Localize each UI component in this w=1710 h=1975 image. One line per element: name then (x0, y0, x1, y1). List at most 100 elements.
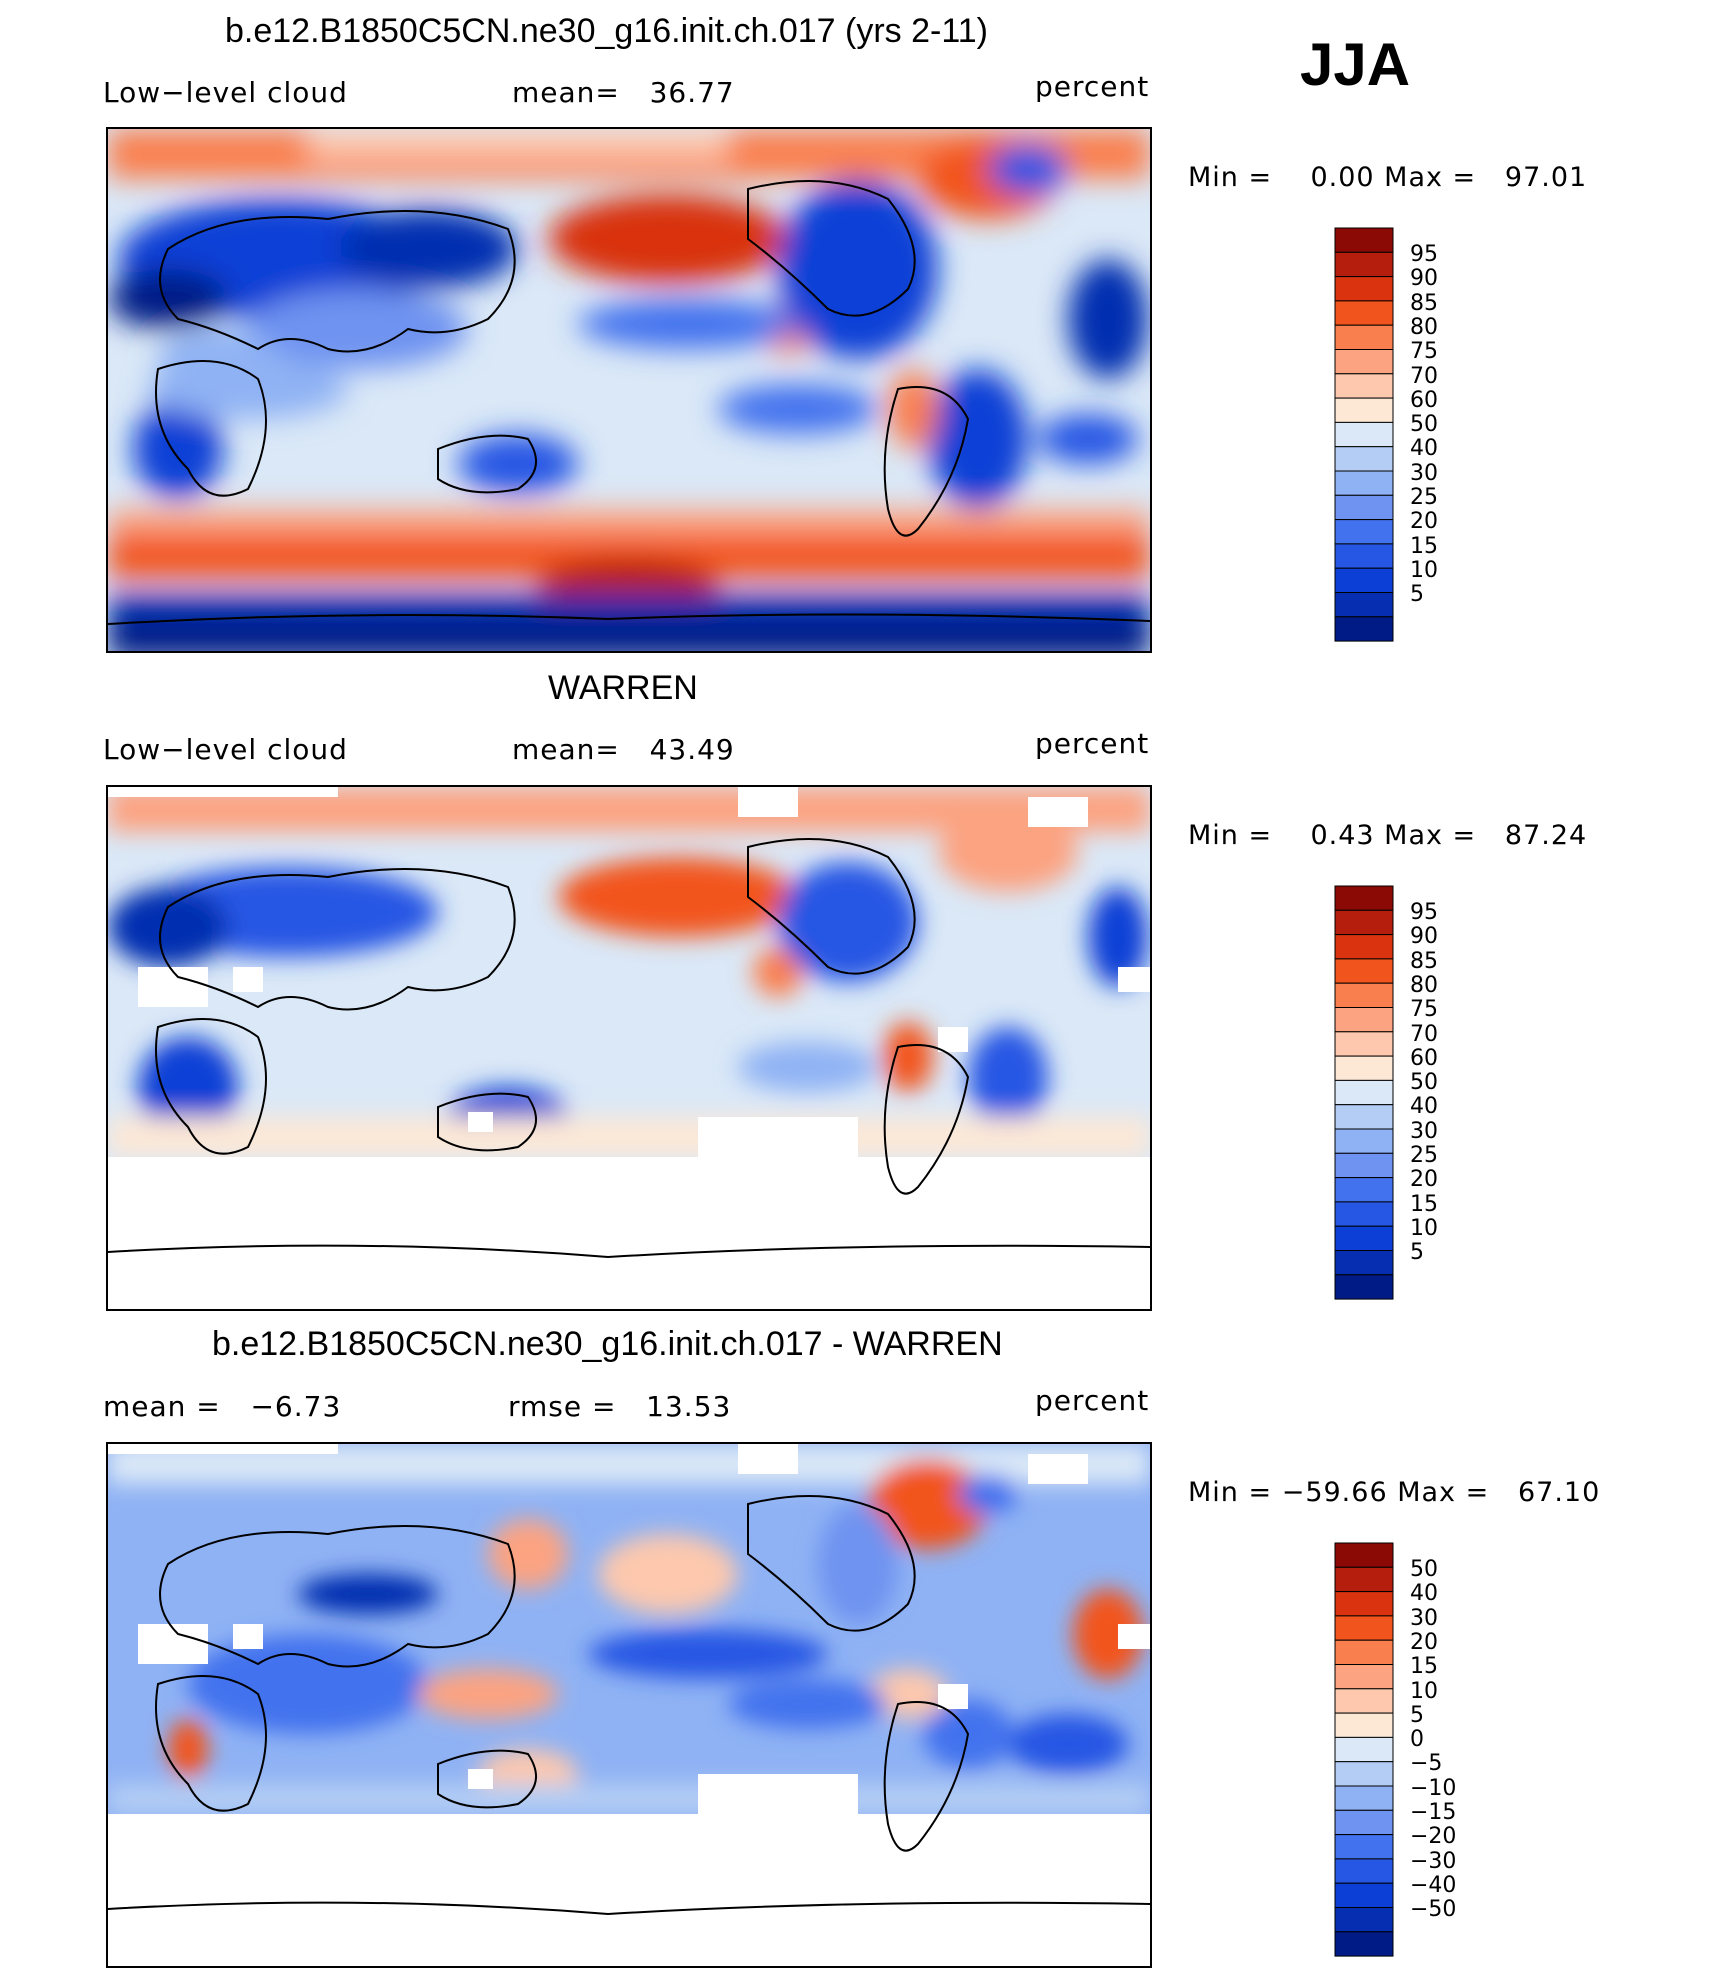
colorbar-swatch (1334, 1079, 1394, 1106)
colorbar-swatch (1334, 934, 1394, 960)
colorbar-tick-label: 25 (1410, 1143, 1438, 1168)
colorbar-swatch (1334, 324, 1394, 350)
colorbar-swatch (1334, 982, 1394, 1008)
coastline-outline (108, 180, 1150, 625)
colorbar-swatch (1334, 1809, 1394, 1836)
colorbar-tick-label: 60 (1410, 1045, 1438, 1071)
panel-model-minmax: Min = 0.00 Max = 97.01 (1188, 162, 1588, 193)
panel-obs-minmax: Min = 0.43 Max = 87.24 (1188, 820, 1588, 851)
colorbar-swatch (1334, 616, 1394, 642)
colorbar-swatch (1334, 1664, 1394, 1690)
colorbar-tick-label: 30 (1410, 1605, 1438, 1631)
colorbar-tick-label: −10 (1410, 1775, 1457, 1801)
colorbar-swatch (1334, 397, 1394, 423)
colorbar-swatch (1334, 1055, 1394, 1081)
colorbar-swatch (1334, 1736, 1394, 1763)
panel-model-units: percent (1035, 70, 1150, 103)
coastline-outline (108, 838, 1150, 1259)
colorbar-swatch (1334, 373, 1394, 399)
colorbar-swatch (1334, 885, 1394, 911)
colorbar-tick-label: 70 (1410, 1021, 1438, 1047)
colorbar-swatch (1334, 1712, 1394, 1738)
colorbar-swatch (1334, 1007, 1394, 1033)
colorbar-swatch (1334, 227, 1394, 253)
colorbar-swatch (1334, 421, 1394, 448)
colorbar-swatch (1334, 470, 1394, 496)
colorbar-swatch (1334, 1931, 1394, 1957)
colorbar-swatch (1334, 1031, 1394, 1057)
colorbar-tick-label: 70 (1410, 363, 1438, 389)
panel-diff-colorbar-swatches (1334, 1542, 1394, 1957)
colorbar-swatch (1334, 1566, 1394, 1593)
colorbar-swatch (1334, 1542, 1394, 1568)
colorbar-swatch (1334, 1834, 1394, 1860)
colorbar-swatch (1334, 958, 1394, 984)
colorbar-tick-label: 10 (1410, 557, 1438, 583)
colorbar-tick-label: 30 (1410, 460, 1438, 486)
colorbar-swatch (1334, 300, 1394, 326)
panel-obs-title: WARREN (548, 669, 698, 707)
colorbar-swatch (1334, 1882, 1394, 1909)
colorbar-swatch (1334, 1250, 1394, 1276)
colorbar-tick-label: 75 (1410, 997, 1438, 1023)
colorbar-tick-label: 20 (1410, 1629, 1438, 1655)
colorbar-tick-label: 15 (1410, 533, 1438, 559)
coastline-outline (108, 1495, 1150, 1916)
panel-model-mean: mean= 36.77 (512, 76, 735, 109)
panel-diff-units: percent (1035, 1384, 1150, 1417)
panel-obs-colorbar-swatches (1334, 885, 1394, 1300)
colorbar-swatch (1334, 1761, 1394, 1787)
colorbar-tick-label: 0 (1410, 1727, 1424, 1753)
colorbar-swatch (1334, 909, 1394, 936)
panel-model-map (106, 127, 1152, 653)
colorbar-tick-label: −15 (1410, 1800, 1457, 1825)
colorbar-tick-label: 5 (1410, 1240, 1424, 1266)
colorbar-swatch (1334, 592, 1394, 618)
colorbar-tick-label: 95 (1410, 242, 1438, 267)
colorbar-swatch (1334, 1225, 1394, 1252)
colorbar-tick-label: 90 (1410, 924, 1438, 950)
colorbar-tick-label: −20 (1410, 1824, 1457, 1850)
panel-obs-variable: Low−level cloud (103, 733, 348, 766)
colorbar-swatch (1334, 1177, 1394, 1203)
colorbar-tick-label: 10 (1410, 1215, 1438, 1241)
colorbar-swatch (1334, 251, 1394, 278)
panel-diff-mean: mean = −6.73 (103, 1390, 342, 1423)
colorbar-tick-label: 85 (1410, 948, 1438, 974)
colorbar-tick-label: 10 (1410, 1678, 1438, 1704)
colorbar-swatch (1334, 519, 1394, 545)
colorbar-swatch (1334, 567, 1394, 594)
colorbar-swatch (1334, 1591, 1394, 1617)
colorbar-tick-label: 40 (1410, 1581, 1438, 1607)
colorbar-tick-label: 25 (1410, 485, 1438, 510)
colorbar-tick-label: 60 (1410, 387, 1438, 413)
colorbar-tick-label: −5 (1410, 1751, 1443, 1777)
colorbar-swatch (1334, 1274, 1394, 1300)
colorbar-swatch (1334, 1688, 1394, 1714)
colorbar-swatch (1334, 494, 1394, 521)
colorbar-tick-label: 15 (1410, 1191, 1438, 1217)
colorbar-swatch (1334, 1201, 1394, 1227)
panel-diff-map-field (108, 1444, 1150, 1966)
panel-obs-units: percent (1035, 727, 1150, 760)
colorbar-swatch (1334, 1152, 1394, 1179)
panel-diff-rmse: rmse = 13.53 (508, 1390, 732, 1423)
colorbar-tick-label: 75 (1410, 339, 1438, 365)
panel-obs-map-field (108, 787, 1150, 1309)
colorbar-tick-label: 50 (1410, 412, 1438, 438)
panel-obs-mean: mean= 43.49 (512, 733, 735, 766)
colorbar-tick-label: 85 (1410, 290, 1438, 316)
panel-obs-colorbar (1334, 885, 1474, 1305)
panel-diff-map (106, 1442, 1152, 1968)
colorbar-swatch (1334, 1128, 1394, 1154)
panel-model-title: b.e12.B1850C5CN.ne30_g16.init.ch.017 (yr… (225, 12, 988, 50)
panel-model-variable: Low−level cloud (103, 76, 348, 109)
panel-diff-minmax: Min = −59.66 Max = 67.10 (1188, 1477, 1601, 1508)
colorbar-swatch (1334, 1639, 1394, 1665)
colorbar-tick-label: 40 (1410, 436, 1438, 462)
season-label: JJA (1300, 31, 1411, 98)
colorbar-swatch (1334, 543, 1394, 569)
colorbar-swatch (1334, 349, 1394, 375)
colorbar-tick-label: 50 (1410, 1070, 1438, 1096)
colorbar-tick-label: 80 (1410, 314, 1438, 340)
